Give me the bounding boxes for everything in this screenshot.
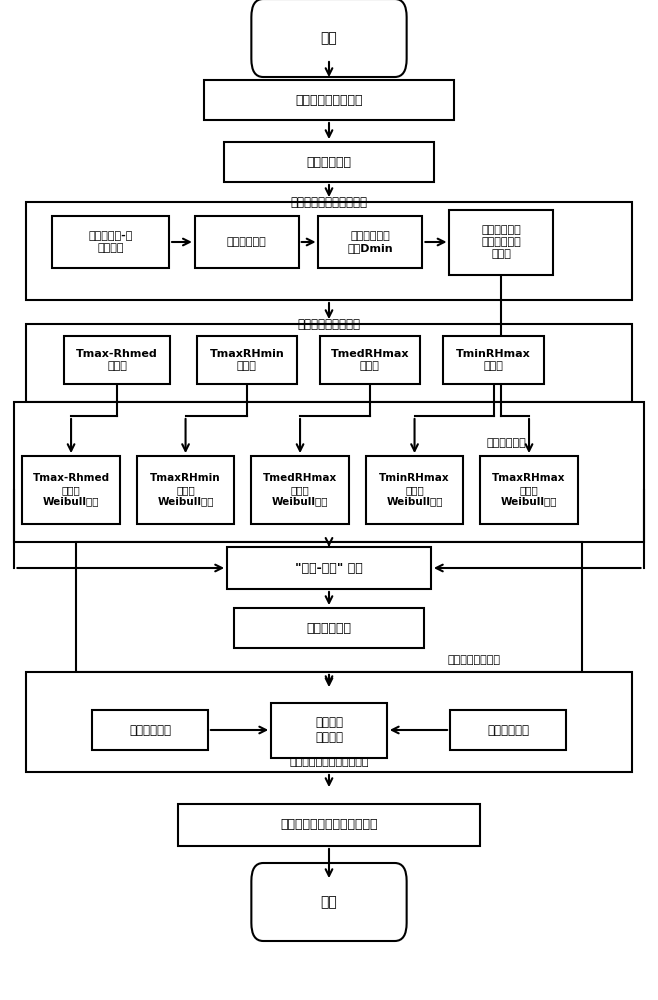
- Bar: [204, 80, 454, 120]
- Bar: [26, 324, 632, 402]
- Bar: [178, 804, 480, 846]
- Bar: [320, 336, 420, 384]
- Text: 失效数据处理: 失效数据处理: [487, 438, 526, 448]
- Text: TminRHmax
试验组
Weibull拟合: TminRHmax 试验组 Weibull拟合: [379, 473, 450, 507]
- Text: TminRHmax
试验组: TminRHmax 试验组: [456, 349, 531, 371]
- Bar: [26, 202, 632, 300]
- Bar: [366, 456, 463, 524]
- Bar: [272, 702, 387, 758]
- Bar: [251, 456, 349, 524]
- Text: TmaxRHmin
试验组: TmaxRHmin 试验组: [209, 349, 284, 371]
- Text: TmaxRHmax
试验组
Weibull拟合: TmaxRHmax 试验组 Weibull拟合: [492, 473, 566, 507]
- Bar: [76, 542, 582, 672]
- Text: 最大应力组合的加速试验: 最大应力组合的加速试验: [290, 196, 368, 209]
- Text: 加速模型参数: 加速模型参数: [307, 621, 351, 635]
- FancyBboxPatch shape: [251, 863, 407, 941]
- Text: 开始: 开始: [320, 31, 338, 45]
- Text: 外推使用条件下产品失效分布: 外推使用条件下产品失效分布: [280, 818, 378, 832]
- Bar: [92, 710, 208, 750]
- Text: 使用条件下温湿度应力补偿: 使用条件下温湿度应力补偿: [290, 757, 368, 767]
- Text: TmedRHmax
试验组
Weibull拟合: TmedRHmax 试验组 Weibull拟合: [263, 473, 337, 507]
- Bar: [22, 456, 120, 524]
- Text: 定义失效判据: 定义失效判据: [307, 155, 351, 168]
- Bar: [443, 336, 544, 384]
- Text: 定义样本的寿命特征: 定义样本的寿命特征: [295, 94, 363, 106]
- Bar: [195, 216, 299, 268]
- Bar: [318, 216, 422, 268]
- Bar: [64, 336, 170, 384]
- Bar: [26, 672, 632, 772]
- Text: 修正后的
加速模型: 修正后的 加速模型: [315, 716, 343, 744]
- Text: "寿命-应力" 模型: "寿命-应力" 模型: [295, 562, 363, 574]
- Bar: [224, 142, 434, 182]
- Text: 计算最小试验
时间Dmin: 计算最小试验 时间Dmin: [347, 231, 393, 253]
- Bar: [52, 216, 169, 268]
- Text: 定义样本大小: 定义样本大小: [227, 237, 266, 247]
- Text: TmedRHmax
试验组: TmedRHmax 试验组: [330, 349, 409, 371]
- Text: Tmax-Rhmed
试验组: Tmax-Rhmed 试验组: [76, 349, 158, 371]
- Bar: [234, 608, 424, 648]
- Bar: [450, 710, 565, 750]
- Text: 温度应力补偿: 温度应力补偿: [487, 724, 529, 736]
- Bar: [137, 456, 234, 524]
- Bar: [227, 547, 431, 589]
- Text: 次值组合的加速试验: 次值组合的加速试验: [297, 318, 361, 332]
- Text: 进行最大应力
组合的加速寿
命试验: 进行最大应力 组合的加速寿 命试验: [482, 225, 521, 259]
- Bar: [14, 402, 644, 542]
- Text: TmaxRHmin
试验组
Weibull拟合: TmaxRHmin 试验组 Weibull拟合: [150, 473, 221, 507]
- Bar: [480, 456, 578, 524]
- Text: 定义最大温-湿
应力组合: 定义最大温-湿 应力组合: [88, 231, 133, 253]
- FancyBboxPatch shape: [251, 0, 407, 77]
- Bar: [449, 210, 553, 274]
- Text: 湿度应力补偿: 湿度应力补偿: [129, 724, 171, 736]
- Text: 结束: 结束: [320, 895, 338, 909]
- Text: Tmax-Rhmed
试验组
Weibull拟合: Tmax-Rhmed 试验组 Weibull拟合: [32, 473, 110, 507]
- Bar: [197, 336, 297, 384]
- Text: 估计加速模型参数: 估计加速模型参数: [447, 655, 500, 665]
